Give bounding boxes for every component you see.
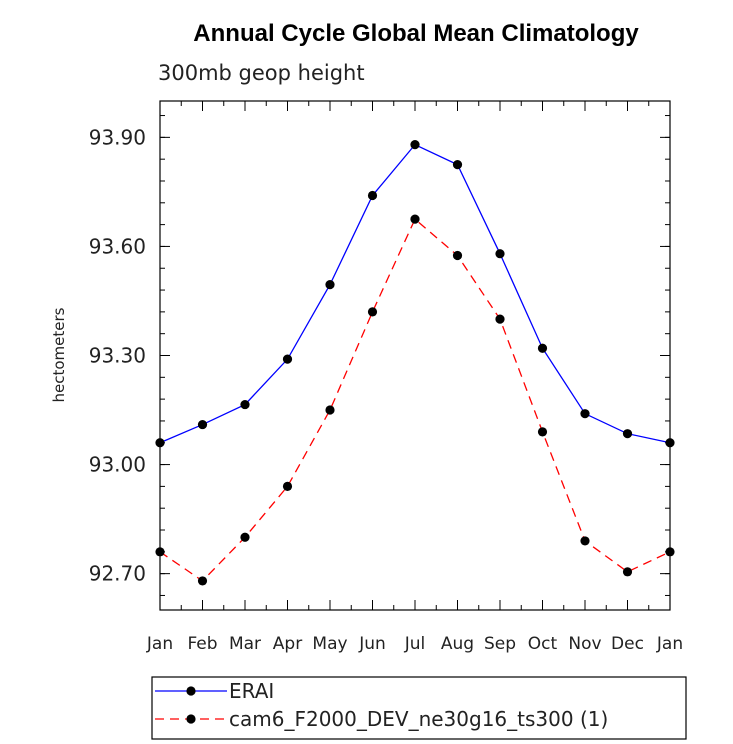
data-point: [495, 249, 505, 259]
data-point: [537, 427, 548, 437]
x-tick-label: Jan: [146, 634, 173, 654]
data-point: [580, 536, 590, 546]
data-point: [155, 438, 165, 448]
data-point: [622, 429, 633, 439]
data-point: [240, 532, 250, 542]
chart-subtitle: 300mb geop height: [158, 61, 365, 85]
x-tick-label: Jun: [358, 634, 386, 654]
data-point: [197, 576, 208, 586]
legend-marker: [186, 686, 196, 696]
legend-marker: [186, 714, 196, 724]
legend-label: ERAI: [229, 679, 274, 703]
data-point: [537, 343, 548, 353]
data-point: [282, 481, 293, 491]
data-point: [410, 214, 420, 224]
plot-frame: [159, 100, 671, 611]
x-tick-label: Sep: [484, 634, 516, 654]
data-point: [452, 250, 463, 261]
x-tick-label: Apr: [273, 634, 302, 654]
data-point: [197, 419, 208, 430]
x-tick-label: Aug: [441, 634, 474, 654]
y-axis-label: hectometers: [50, 307, 68, 402]
x-tick-label: Oct: [528, 634, 558, 654]
data-point: [410, 140, 420, 150]
y-tick-label: 93.60: [89, 234, 146, 258]
y-tick-label: 93.30: [89, 344, 146, 368]
data-point: [622, 567, 633, 577]
data-point: [240, 399, 250, 410]
data-point: [325, 405, 335, 415]
x-tick-label: May: [312, 634, 347, 654]
data-point: [367, 307, 378, 317]
x-tick-label: Jan: [656, 634, 683, 654]
data-point: [495, 314, 505, 324]
data-point: [665, 438, 675, 448]
series-line-1: [159, 143, 671, 444]
x-tick-label: Feb: [187, 634, 217, 654]
series-line-2: [159, 218, 671, 582]
data-point: [665, 547, 675, 557]
data-point: [452, 160, 463, 170]
x-tick-label: Dec: [611, 634, 644, 654]
data-point: [155, 547, 165, 557]
x-tick-label: Jul: [404, 634, 426, 654]
legend-box: [151, 676, 687, 740]
x-tick-label: Nov: [568, 634, 601, 654]
x-tick-label: Mar: [229, 634, 261, 654]
legend-label: cam6_F2000_DEV_ne30g16_ts300 (1): [229, 707, 608, 731]
chart-title: Annual Cycle Global Mean Climatology: [193, 20, 639, 47]
legend: ERAI cam6_F2000_DEV_ne30g16_ts300 (1): [151, 676, 687, 740]
plot-area: Jan Feb Mar Apr May Jun Jul Aug Sep Oct Nov Dec Jan 9…: [89, 100, 683, 654]
y-tick-label: 92.70: [89, 562, 146, 586]
data-point: [367, 190, 378, 201]
data-point: [282, 354, 293, 364]
data-point: [325, 280, 335, 290]
y-tick-label: 93.90: [89, 125, 146, 149]
data-point: [580, 409, 590, 419]
y-tick-label: 93.00: [89, 453, 146, 477]
